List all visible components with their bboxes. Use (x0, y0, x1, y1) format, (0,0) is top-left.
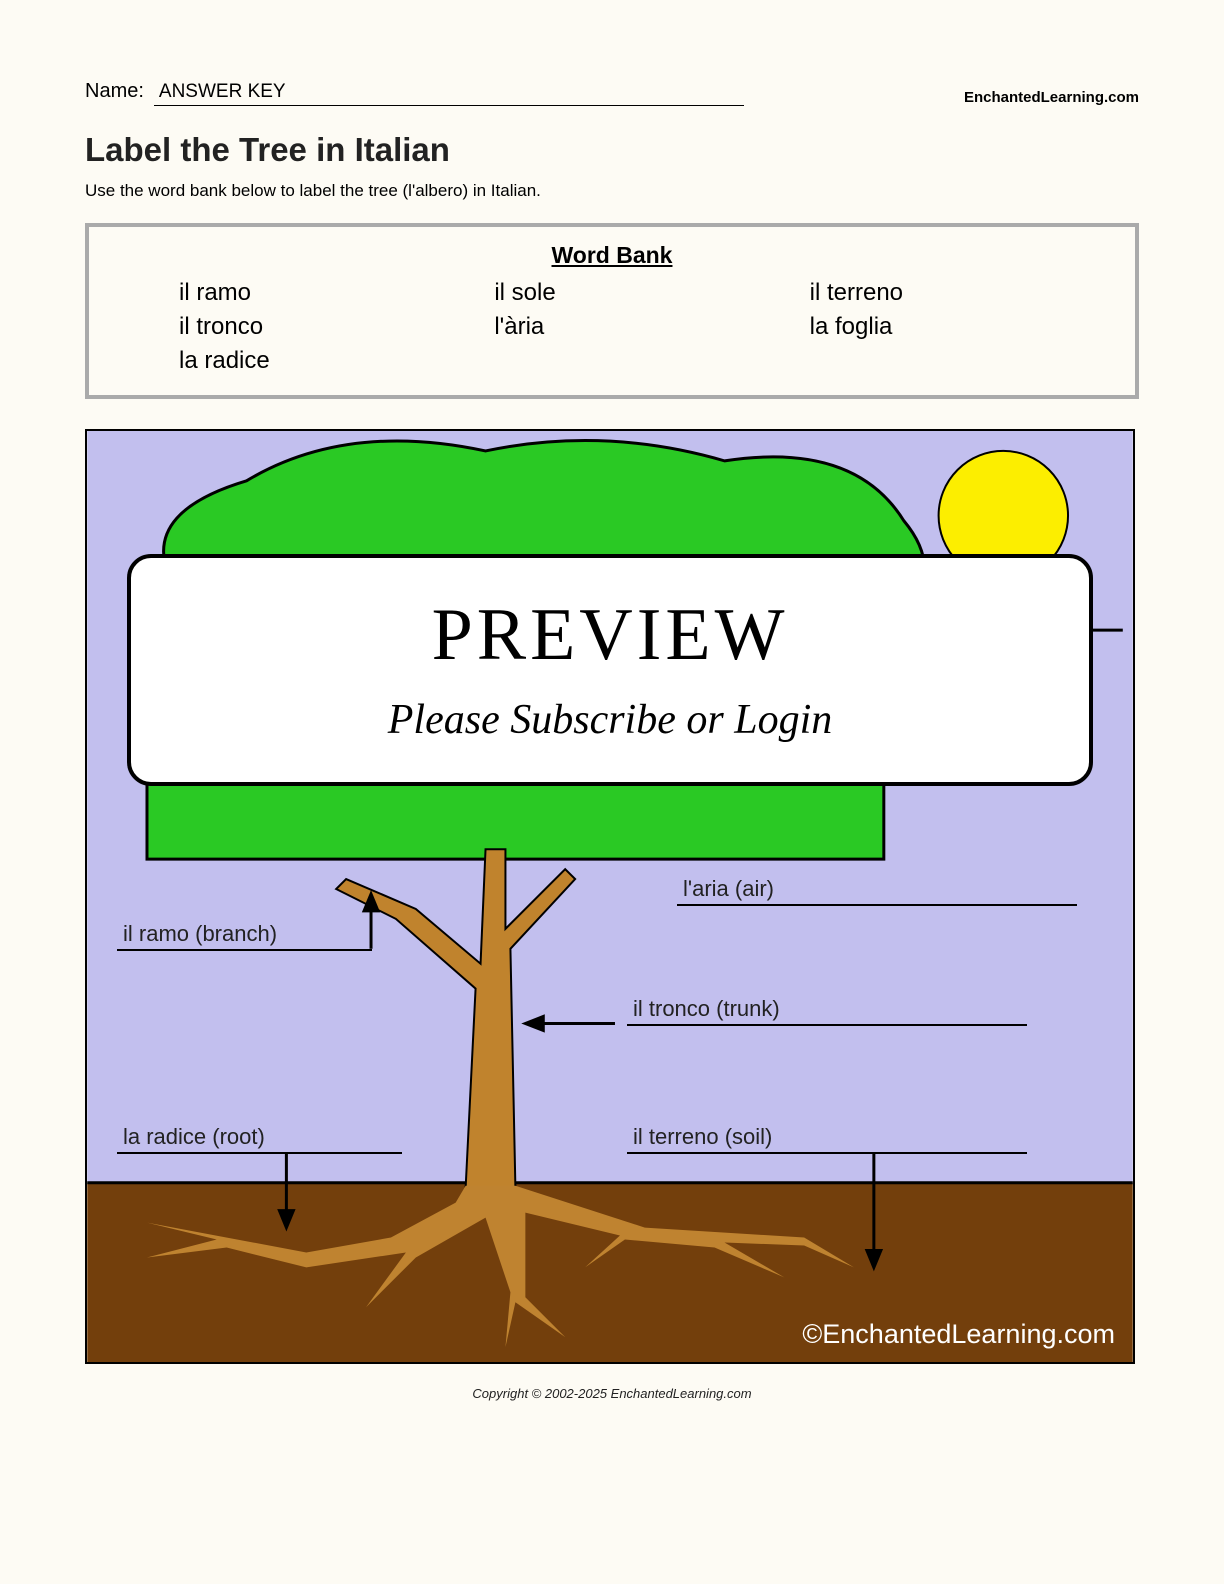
word-bank: Word Bank il ramo il sole il terreno il … (85, 223, 1139, 399)
word-bank-word: il ramo (179, 279, 464, 307)
page-footer: Copyright © 2002-2025 EnchantedLearning.… (85, 1386, 1139, 1401)
label-terreno: il terreno (soil) (627, 1124, 1027, 1154)
name-label: Name: (85, 80, 144, 103)
preview-subtitle: Please Subscribe or Login (161, 696, 1059, 744)
word-bank-word: l'ària (494, 313, 779, 341)
label-tronco: il tronco (trunk) (627, 996, 1027, 1026)
word-bank-word: la radice (179, 347, 464, 375)
diagram-copyright: ©EnchantedLearning.com (802, 1319, 1115, 1350)
label-ramo: il ramo (branch) (117, 921, 372, 951)
site-brand: EnchantedLearning.com (964, 89, 1139, 106)
name-line: ANSWER KEY (154, 81, 744, 106)
tree-diagram: l'aria (air) il ramo (branch) il tronco … (85, 429, 1135, 1364)
preview-title: PREVIEW (161, 593, 1059, 678)
name-section: Name: ANSWER KEY (85, 80, 744, 106)
preview-banner: PREVIEW Please Subscribe or Login (127, 554, 1093, 786)
word-bank-word: il tronco (179, 313, 464, 341)
word-bank-title: Word Bank (129, 242, 1095, 269)
label-radice: la radice (root) (117, 1124, 402, 1154)
word-bank-word: il terreno (810, 279, 1095, 307)
word-bank-word: il sole (494, 279, 779, 307)
word-bank-grid: il ramo il sole il terreno il tronco l'à… (129, 279, 1095, 375)
instructions: Use the word bank below to label the tre… (85, 181, 1139, 201)
page-title: Label the Tree in Italian (85, 131, 1139, 169)
header-row: Name: ANSWER KEY EnchantedLearning.com (85, 80, 1139, 106)
label-aria: l'aria (air) (677, 876, 1077, 906)
answer-key-text: ANSWER KEY (159, 81, 286, 102)
word-bank-word: la foglia (810, 313, 1095, 341)
